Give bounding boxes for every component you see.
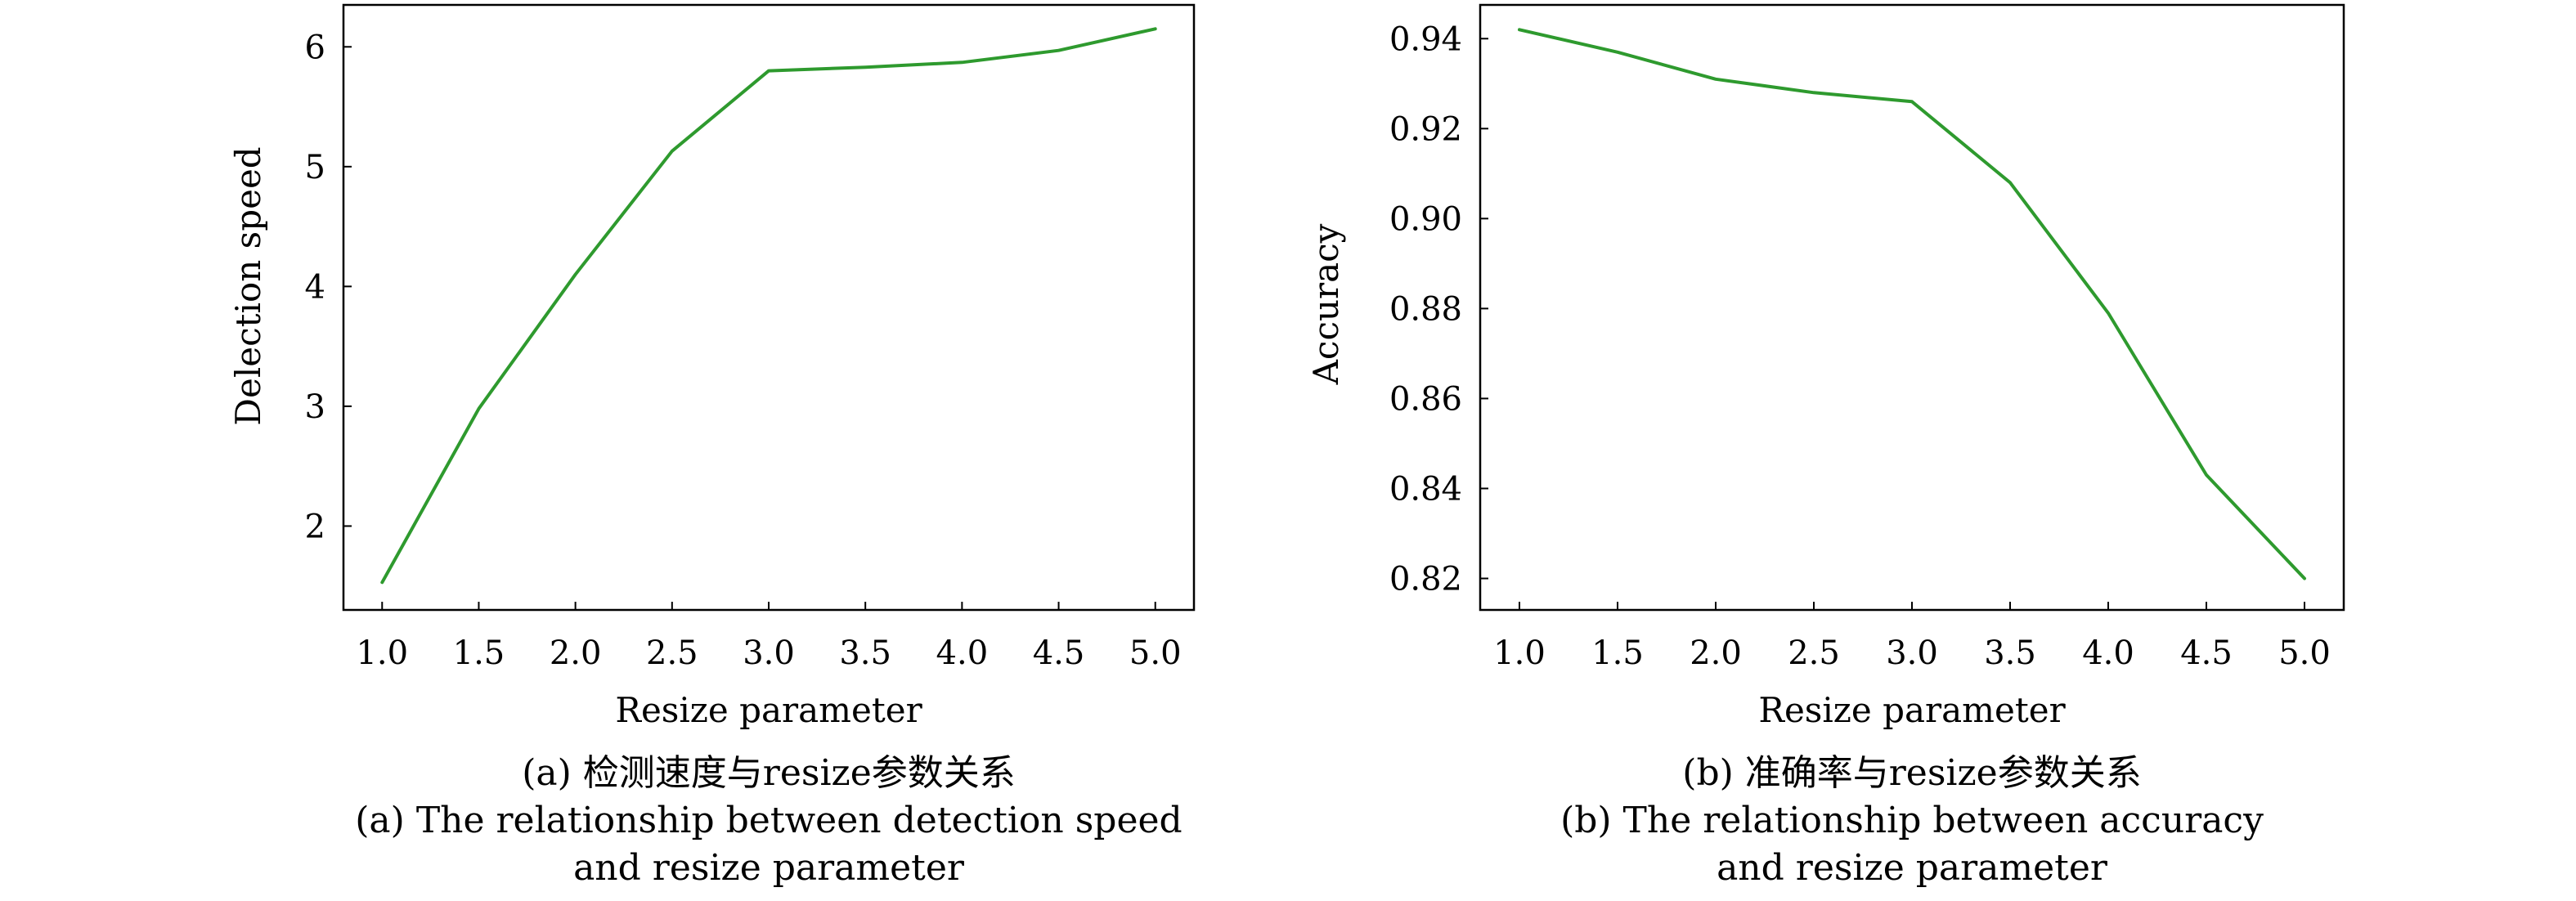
y-tick-label: 5 [305, 149, 325, 186]
series-lines [380, 27, 1157, 585]
x-tick-label: 1.0 [356, 634, 408, 672]
series-line-0 [380, 27, 1157, 585]
caption-line-1: (b) 准确率与resize参数关系 [1682, 752, 2141, 794]
x-tick-label: 4.5 [1033, 634, 1085, 672]
x-tick-label: 1.0 [1493, 634, 1546, 672]
y-axis-label: Delection speed [228, 146, 268, 425]
x-axis-label: Resize parameter [615, 690, 922, 730]
y-tick-label: 3 [305, 388, 325, 426]
y-ticks: 0.82 0.84 0.86 0.88 0.90 0.92 0.94 [1389, 20, 1488, 598]
caption-line-2: (a) The relationship between detection s… [355, 800, 1182, 841]
y-tick-label: 0.90 [1389, 200, 1462, 238]
chart-b: 1.0 1.5 2.0 2.5 3.0 3.5 4.0 4.5 5.0 0.82 0.84 0.86… [1306, 3, 2345, 889]
caption-line-1: (a) 检测速度与resize参数关系 [522, 752, 1016, 794]
x-tick-label: 5.0 [2278, 634, 2331, 672]
y-tick-label: 0.84 [1389, 470, 1462, 508]
x-tick-label: 2.5 [1788, 634, 1840, 672]
x-tick-label: 1.5 [453, 634, 505, 672]
series-line-0 [1518, 28, 2306, 580]
x-tick-label: 3.5 [839, 634, 891, 672]
y-tick-label: 2 [305, 508, 325, 545]
y-tick-label: 4 [305, 268, 325, 306]
caption-line-3: and resize parameter [573, 847, 965, 889]
x-tick-label: 1.5 [1591, 634, 1644, 672]
x-ticks: 1.0 1.5 2.0 2.5 3.0 3.5 4.0 4.5 5.0 [356, 602, 1182, 672]
y-tick-label: 0.82 [1389, 560, 1462, 598]
y-tick-label: 0.94 [1389, 20, 1462, 58]
x-tick-label: 3.5 [1984, 634, 2036, 672]
caption-line-2: (b) The relationship between accuracy [1560, 800, 2264, 841]
x-axis-label: Resize parameter [1758, 690, 2066, 730]
y-tick-label: 6 [305, 29, 325, 66]
y-tick-label: 0.88 [1389, 290, 1462, 328]
x-tick-label: 4.0 [2082, 634, 2134, 672]
y-tick-label: 0.92 [1389, 110, 1462, 148]
x-tick-label: 4.5 [2180, 634, 2233, 672]
y-ticks: 2 3 4 5 6 [305, 29, 352, 545]
plot-frame [342, 3, 1196, 612]
x-tick-label: 2.0 [1690, 634, 1742, 672]
plot-frame [1479, 3, 2345, 612]
series-lines [1518, 28, 2306, 580]
x-ticks: 1.0 1.5 2.0 2.5 3.0 3.5 4.0 4.5 5.0 [1493, 602, 2331, 672]
x-tick-label: 3.0 [743, 634, 795, 672]
y-tick-label: 0.86 [1389, 380, 1462, 418]
x-tick-label: 4.0 [936, 634, 989, 672]
caption-line-3: and resize parameter [1717, 847, 2108, 889]
x-tick-label: 3.0 [1886, 634, 1938, 672]
x-tick-label: 5.0 [1129, 634, 1182, 672]
chart-a: 1.0 1.5 2.0 2.5 3.0 3.5 4.0 4.5 5.0 2 3 4 5 6 Resize… [228, 3, 1196, 889]
x-tick-label: 2.5 [646, 634, 698, 672]
y-axis-label: Accuracy [1306, 223, 1346, 385]
x-tick-label: 2.0 [550, 634, 602, 672]
